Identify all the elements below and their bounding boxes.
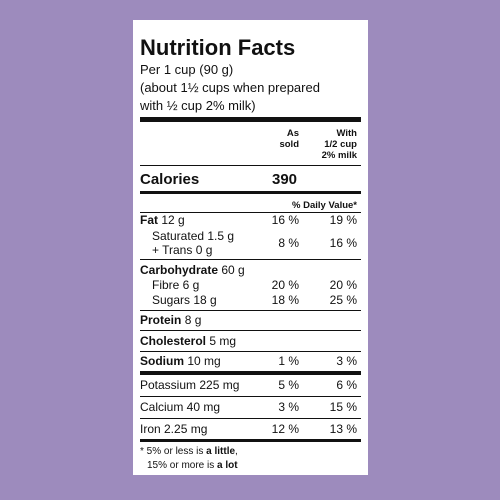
nutrient: Cholesterol (140, 334, 207, 348)
with-milk: 15 % (329, 400, 357, 414)
column-header: 1/2 cup (324, 139, 357, 150)
serving: (about 1½ cups when prepared (140, 80, 320, 95)
amount: 60 g (221, 263, 245, 277)
column-header: sold (279, 139, 299, 150)
footnote: * 5% or less is a little, (140, 446, 238, 458)
with-milk: 25 % (329, 293, 357, 307)
with-milk: 3 % (336, 354, 357, 368)
rule (140, 396, 361, 397)
as-sold: 20 % (271, 278, 299, 292)
as-sold: 5 % (278, 378, 299, 392)
footnote-text: * 5% or less is (140, 446, 207, 457)
amount: 5 mg (209, 334, 237, 348)
rule (140, 191, 361, 194)
nutrient: Protein (140, 313, 182, 327)
serving: Per 1 cup (90 g) (140, 62, 234, 77)
title: Nutrition Facts (140, 35, 296, 60)
as-sold: 1 % (278, 354, 299, 368)
with-milk: 20 % (329, 278, 357, 292)
rule (140, 351, 361, 352)
as-sold: 3 % (278, 400, 299, 414)
as-sold: 8 % (278, 236, 299, 250)
rule (140, 330, 361, 331)
footnote: 15% or more is a lot (147, 460, 238, 472)
rule (140, 117, 361, 122)
rule (140, 418, 361, 419)
rule (140, 310, 361, 311)
with-milk: 19 % (329, 213, 357, 227)
rule (140, 212, 361, 213)
as-sold: 18 % (271, 293, 299, 307)
nutrient: Calcium 40 mg (140, 400, 221, 414)
amount: 10 mg (187, 354, 221, 368)
as-sold: 16 % (271, 213, 299, 227)
serving: with ½ cup 2% milk) (140, 98, 256, 113)
footnote-text: , (235, 446, 238, 457)
nutrient: Sodium (140, 354, 184, 368)
footnote-text: a lot (217, 460, 238, 471)
column-header: As (286, 128, 299, 139)
daily-value-header: % Daily Value* (292, 200, 357, 211)
amount: + Trans 0 g (152, 243, 213, 257)
footnote-text: a little (206, 446, 236, 457)
with-milk: 13 % (329, 422, 357, 436)
nutrient: Iron 2.25 mg (140, 422, 208, 436)
as-sold: 12 % (271, 422, 299, 436)
nutrient: Saturated 1.5 g (152, 229, 235, 243)
calories-label: Calories (140, 171, 200, 188)
rule (140, 259, 361, 260)
nutrient: Carbohydrate (140, 263, 219, 277)
nutrient: Fat (140, 213, 158, 227)
nutrient: Potassium 225 mg (140, 378, 240, 392)
rule (140, 371, 361, 375)
nutrition-label: Nutrition Facts Per 1 cup (90 g) (about … (140, 20, 361, 475)
rule (140, 439, 361, 442)
column-header: With (336, 128, 358, 139)
calories-value: 390 (272, 171, 298, 188)
footnote-text: 15% or more is (147, 460, 218, 471)
column-header: 2% milk (321, 150, 357, 161)
amount: 12 g (161, 213, 185, 227)
label-background (133, 20, 368, 475)
rule (140, 165, 361, 166)
nutrient: Sugars 18 g (152, 293, 217, 307)
with-milk: 16 % (329, 236, 357, 250)
with-milk: 6 % (336, 378, 357, 392)
amount: 8 g (184, 313, 202, 327)
nutrient: Fibre 6 g (152, 278, 200, 292)
